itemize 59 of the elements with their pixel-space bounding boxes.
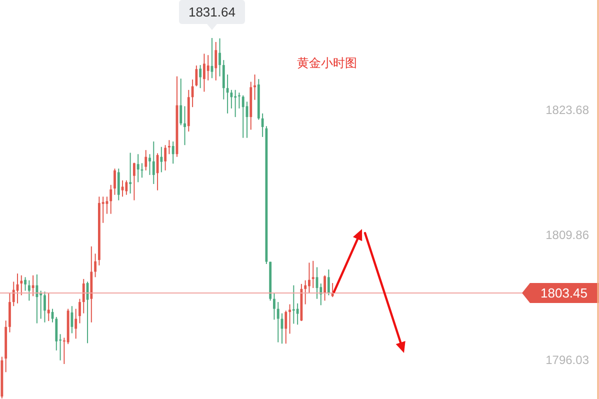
candlestick [24, 276, 26, 292]
candlestick [160, 146, 163, 173]
candlestick [206, 54, 210, 81]
y-tick-label: 1796.03 [546, 353, 590, 368]
candlestick [180, 78, 182, 126]
candlestick [12, 281, 15, 307]
candlestick [288, 304, 291, 334]
candlestick [148, 154, 151, 176]
candlestick [106, 196, 108, 214]
candlestick [172, 140, 174, 164]
candlestick [242, 94, 244, 138]
candlestick [261, 112, 264, 138]
candlestick [276, 302, 280, 343]
candlestick [308, 262, 310, 294]
candlestick [327, 268, 330, 296]
candlestick [32, 274, 34, 297]
candlestick [136, 154, 140, 183]
candlestick [273, 292, 276, 320]
candlestick [121, 180, 124, 198]
candlestick [144, 150, 148, 171]
y-tick-label: 1809.86 [546, 228, 590, 242]
candlestick [218, 38, 221, 77]
candlestick [203, 53, 206, 92]
candlestick [195, 64, 198, 87]
y-tick-label: 1823.68 [546, 102, 590, 117]
candlestick [36, 274, 38, 324]
candlestick [152, 140, 155, 184]
candlestick [74, 308, 78, 340]
candlestick [82, 278, 85, 314]
candlestick [47, 292, 50, 322]
candlestick [296, 302, 299, 326]
annotation: 黄金小时图 [297, 56, 357, 70]
candlestick [168, 140, 170, 155]
candlestick [230, 89, 233, 109]
candlestick [199, 64, 202, 89]
candlestick [324, 274, 326, 302]
candlestick [312, 260, 314, 289]
candlestick [214, 41, 218, 81]
candlestick [44, 291, 46, 323]
candlestick [117, 168, 120, 201]
candlestick [20, 274, 23, 296]
candlestick [125, 180, 128, 196]
candlestick [55, 316, 58, 351]
candlestick [78, 298, 81, 324]
candlestick [114, 168, 116, 196]
candlestick [222, 60, 225, 100]
candlestick [28, 280, 30, 302]
candlestick [238, 92, 240, 109]
candlestick [184, 106, 186, 146]
candlestick [129, 152, 132, 194]
candlestick [284, 310, 288, 344]
ref-line-label: 1803.45 [540, 285, 588, 300]
candlestick [234, 89, 237, 118]
candlestick [164, 144, 167, 171]
annotation: 1831.64 [188, 4, 236, 20]
candlestick [132, 162, 136, 201]
candlestick [110, 184, 112, 214]
candlestick [304, 280, 307, 305]
candlestick [94, 253, 96, 278]
